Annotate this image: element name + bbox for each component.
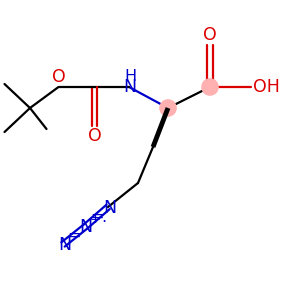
Text: =: = xyxy=(68,228,81,243)
Text: =: = xyxy=(90,209,104,224)
Text: N: N xyxy=(124,78,137,96)
Text: N: N xyxy=(79,218,92,236)
Text: N: N xyxy=(103,199,116,217)
Text: N: N xyxy=(58,236,71,253)
Text: O: O xyxy=(88,127,101,145)
Circle shape xyxy=(202,79,218,95)
Text: H: H xyxy=(124,69,136,84)
Text: +: + xyxy=(90,213,101,226)
Text: O: O xyxy=(203,26,217,44)
Circle shape xyxy=(160,100,176,116)
Text: O: O xyxy=(52,68,65,85)
Text: ·: · xyxy=(101,215,106,230)
Text: OH: OH xyxy=(253,78,280,96)
